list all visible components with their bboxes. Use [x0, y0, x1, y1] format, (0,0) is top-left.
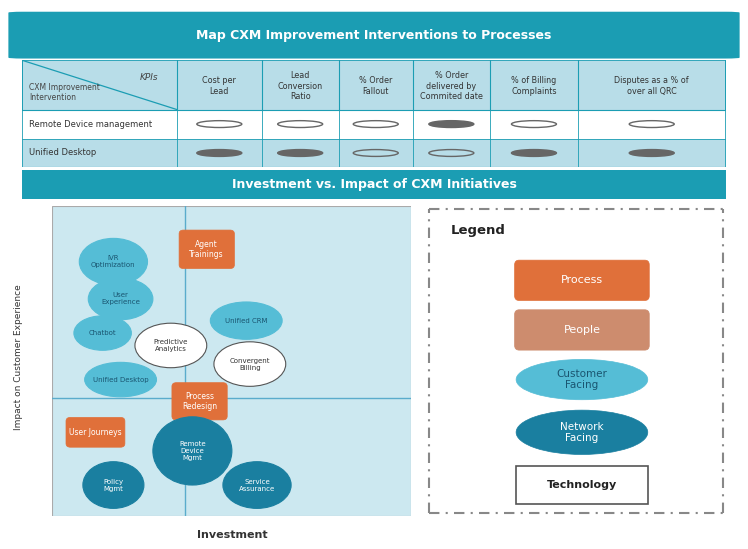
Text: Process
Redesign: Process Redesign — [182, 391, 217, 411]
Text: CXM Improvement
Intervention: CXM Improvement Intervention — [29, 83, 100, 102]
Text: KPIs: KPIs — [140, 73, 159, 82]
FancyBboxPatch shape — [22, 60, 726, 167]
Ellipse shape — [516, 410, 648, 455]
Text: Legend: Legend — [450, 224, 505, 237]
Text: Customer
Facing: Customer Facing — [557, 369, 607, 390]
Text: IVR
Optimization: IVR Optimization — [91, 255, 135, 268]
Ellipse shape — [88, 278, 153, 320]
Text: Policy
Mgmt: Policy Mgmt — [103, 479, 123, 491]
Text: Convergent
Billing: Convergent Billing — [230, 357, 270, 371]
Text: % Order
Fallout: % Order Fallout — [359, 76, 393, 96]
Text: Investment: Investment — [197, 530, 267, 540]
FancyBboxPatch shape — [179, 230, 234, 268]
Circle shape — [278, 149, 322, 156]
FancyBboxPatch shape — [8, 170, 740, 199]
Text: User Journeys: User Journeys — [69, 428, 122, 437]
FancyBboxPatch shape — [8, 12, 740, 59]
Circle shape — [629, 149, 674, 156]
Text: Disputes as a % of
over all QRC: Disputes as a % of over all QRC — [614, 76, 689, 96]
Ellipse shape — [223, 462, 291, 508]
Text: Technology: Technology — [547, 480, 617, 490]
Ellipse shape — [74, 316, 132, 350]
Text: % Order
delivered by
Commited date: % Order delivered by Commited date — [420, 71, 482, 101]
Text: Process: Process — [561, 275, 603, 285]
Text: % of Billing
Complaints: % of Billing Complaints — [511, 76, 557, 96]
Text: Impact on Customer Experience: Impact on Customer Experience — [14, 284, 23, 430]
FancyBboxPatch shape — [22, 138, 726, 167]
Text: Investment vs. Impact of CXM Initiatives: Investment vs. Impact of CXM Initiatives — [232, 178, 516, 191]
Circle shape — [512, 149, 557, 156]
Ellipse shape — [153, 417, 232, 485]
Ellipse shape — [135, 323, 206, 368]
Text: Predictive
Analytics: Predictive Analytics — [153, 339, 188, 352]
Circle shape — [429, 121, 473, 127]
FancyBboxPatch shape — [66, 417, 125, 447]
Text: Cost per
Lead: Cost per Lead — [203, 76, 236, 96]
Text: Network
Facing: Network Facing — [560, 422, 604, 443]
Text: Unified Desktop: Unified Desktop — [93, 377, 148, 383]
Ellipse shape — [85, 362, 156, 397]
FancyBboxPatch shape — [515, 310, 649, 350]
Circle shape — [197, 149, 242, 156]
Text: Agent
Trainings: Agent Trainings — [189, 239, 224, 259]
Text: Unified Desktop: Unified Desktop — [29, 148, 96, 158]
Text: User
Experience: User Experience — [101, 293, 140, 305]
Ellipse shape — [516, 360, 648, 400]
Text: People: People — [563, 325, 601, 335]
Ellipse shape — [214, 342, 286, 386]
FancyBboxPatch shape — [516, 467, 648, 503]
Text: Unified CRM: Unified CRM — [225, 318, 268, 324]
Text: Remote Device management: Remote Device management — [29, 120, 153, 128]
Text: Lead
Conversion
Ratio: Lead Conversion Ratio — [278, 71, 322, 101]
Ellipse shape — [79, 238, 147, 285]
FancyBboxPatch shape — [172, 383, 227, 420]
Text: Chatbot: Chatbot — [89, 330, 117, 336]
FancyBboxPatch shape — [22, 110, 726, 138]
Text: Service
Assurance: Service Assurance — [239, 479, 275, 491]
FancyBboxPatch shape — [52, 206, 411, 516]
Text: Map CXM Improvement Interventions to Processes: Map CXM Improvement Interventions to Pro… — [196, 29, 552, 42]
Ellipse shape — [210, 302, 282, 339]
Text: Remote
Device
Mgmt: Remote Device Mgmt — [179, 441, 206, 461]
Ellipse shape — [83, 462, 144, 508]
FancyBboxPatch shape — [515, 260, 649, 300]
